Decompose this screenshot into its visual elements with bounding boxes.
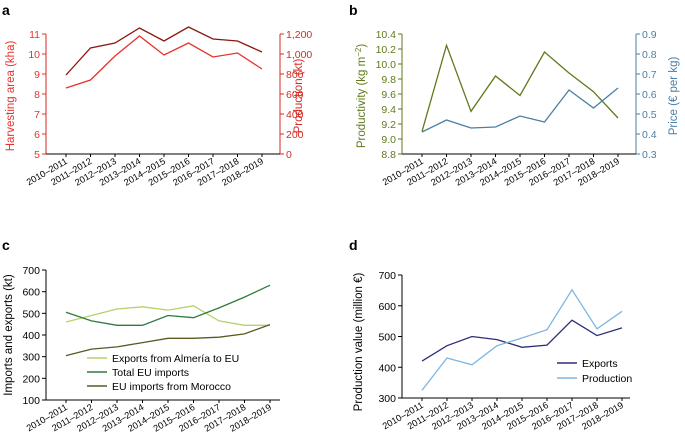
panel-b-left-axis-title: Productivity (kg m−2) <box>354 44 368 149</box>
panel-label-d: d <box>349 237 358 253</box>
panel-c-tick-label: 400 <box>22 330 40 342</box>
panel-d-tick-label: 700 <box>378 270 396 282</box>
panel-a-left-ticks: 5 6 7 8 9 10 11 <box>28 29 46 161</box>
panel-a-harvesting-area-line <box>65 35 263 89</box>
panel-b-right-tick-label: 0.6 <box>642 89 657 101</box>
panel-a-right-tick-label: 400 <box>286 109 304 121</box>
panel-c-tick-label: 700 <box>22 265 40 277</box>
panel-b-left-tick-label: 9.0 <box>381 134 396 146</box>
panel-c-legend: Exports from Almería to EU Total EU impo… <box>87 353 239 393</box>
panel-c: c Imports and exports (kt) 100 200 300 400 5… <box>2 237 280 434</box>
panel-a-left-tick-label: 6 <box>34 129 40 141</box>
panel-a-left-tick-label: 5 <box>34 149 40 161</box>
panel-a-right-tick-label: 200 <box>286 129 304 141</box>
panel-d-production-line <box>421 288 623 391</box>
panel-b-right-tick-label: 0.9 <box>642 29 657 41</box>
panel-b-left-tick-label: 8.8 <box>381 149 396 161</box>
panel-a-right-tick-label: 600 <box>286 89 304 101</box>
panel-a-left-axis-title: Harvesting area (kha) <box>5 41 17 152</box>
panel-a-x-categories: 2010–20112011–20122012–20132013–20142014… <box>25 154 265 188</box>
panel-c-tick-label: 200 <box>22 373 40 385</box>
panel-b-productivity-line <box>421 43 619 132</box>
panel-b-left-tick-label: 10.4 <box>376 29 397 41</box>
panel-a-right-tick-label: 0 <box>286 149 292 161</box>
panel-d-exports-line <box>421 319 623 362</box>
panel-c-tick-label: 600 <box>22 287 40 299</box>
panel-a-production-line <box>65 26 263 76</box>
panel-b-left-axis-title-end: ) <box>356 44 368 48</box>
panel-d-tick-label: 400 <box>378 362 396 374</box>
panel-b-left-axis-title-sup: −2 <box>354 47 363 57</box>
panel-a-right-axis-title: Production (kt) <box>293 58 305 133</box>
panel-b-left-axis-title-main: Productivity (kg m <box>356 57 368 148</box>
panel-c-x-categories: 2010–20112011–20122012–20132013–20142014… <box>25 400 273 434</box>
panel-b-left-tick-label: 9.4 <box>381 104 396 116</box>
panel-label-c: c <box>2 237 10 253</box>
panel-b-left-tick-label: 9.8 <box>381 74 396 86</box>
panel-b-right-tick-label: 0.5 <box>642 109 657 121</box>
panel-b-price-line <box>421 87 619 133</box>
panel-b-left-tick-label: 9.2 <box>381 119 396 131</box>
panel-a-left-tick-label: 11 <box>29 29 40 41</box>
panel-b-x-categories: 2010–20112011–20122012–20132013–20142014… <box>381 154 621 188</box>
panel-b-right-axis-title: Price (€ per kg) <box>668 57 680 136</box>
panel-c-total-eu-imports-line <box>65 284 271 326</box>
panel-a-right-tick-label: 1,200 <box>286 29 312 41</box>
panel-d-tick-label: 500 <box>378 332 396 344</box>
panel-a: a Harvesting area (kha) Production (kt) … <box>2 2 312 188</box>
panel-c-y-ticks: 100 200 300 400 500 600 700 <box>22 265 46 407</box>
panel-d-x-categories: 2010–20112011–20122012–20132013–20142014… <box>381 398 625 432</box>
panel-b-left-tick-label: 10.0 <box>376 59 397 71</box>
panel-b-left-tick-label: 9.6 <box>381 89 396 101</box>
panel-d-tick-label: 300 <box>378 393 396 405</box>
panel-b-right-ticks: 0.3 0.4 0.5 0.6 0.7 0.8 0.9 <box>636 29 657 161</box>
legend-label-exports: Exports <box>582 358 618 370</box>
panel-c-tick-label: 100 <box>22 395 40 407</box>
panel-b-right-tick-label: 0.3 <box>642 149 657 161</box>
panel-a-left-tick-label: 9 <box>34 69 40 81</box>
panel-label-b: b <box>349 2 358 18</box>
panel-c-tick-label: 500 <box>22 308 40 320</box>
legend-label-exports-almeria: Exports from Almería to EU <box>112 353 239 365</box>
panel-label-a: a <box>2 2 10 18</box>
legend-label-production: Production <box>582 373 632 385</box>
panel-d-tick-label: 600 <box>378 301 396 313</box>
panel-c-y-axis-title: Imports and exports (kt) <box>3 274 15 396</box>
panel-a-right-tick-label: 800 <box>286 69 304 81</box>
panel-d-y-axis-title: Production value (million €) <box>353 272 365 411</box>
panel-b: b Productivity (kg m−2) Price (€ per kg)… <box>349 2 680 188</box>
panel-a-right-tick-label: 1,000 <box>286 49 312 61</box>
panel-c-tick-label: 300 <box>22 352 40 364</box>
panel-b-left-ticks: 8.8 9.0 9.2 9.4 9.6 9.8 10.0 10.2 10.4 <box>376 29 402 161</box>
panel-b-right-tick-label: 0.4 <box>642 129 657 141</box>
panel-b-left-tick-label: 10.2 <box>376 44 397 56</box>
panel-d: d Production value (million €) 300 400 500… <box>349 237 632 432</box>
panel-c-exports-almeria-line <box>65 305 270 326</box>
panel-d-legend: Exports Production <box>557 358 632 385</box>
panel-d-y-ticks: 300 400 500 600 700 <box>378 270 402 405</box>
panel-a-left-tick-label: 10 <box>28 49 40 61</box>
panel-a-left-tick-label: 8 <box>34 89 40 101</box>
panel-a-left-tick-label: 7 <box>34 109 40 121</box>
panel-c-eu-imports-morocco-line <box>65 323 271 357</box>
legend-label-total-eu-imports: Total EU imports <box>112 367 189 379</box>
panel-b-right-tick-label: 0.7 <box>642 69 657 81</box>
panel-a-right-ticks: 0 200 400 600 800 1,000 1,200 <box>280 29 312 161</box>
legend-label-eu-imports-morocco: EU imports from Morocco <box>112 381 231 393</box>
panel-b-right-tick-label: 0.8 <box>642 49 657 61</box>
